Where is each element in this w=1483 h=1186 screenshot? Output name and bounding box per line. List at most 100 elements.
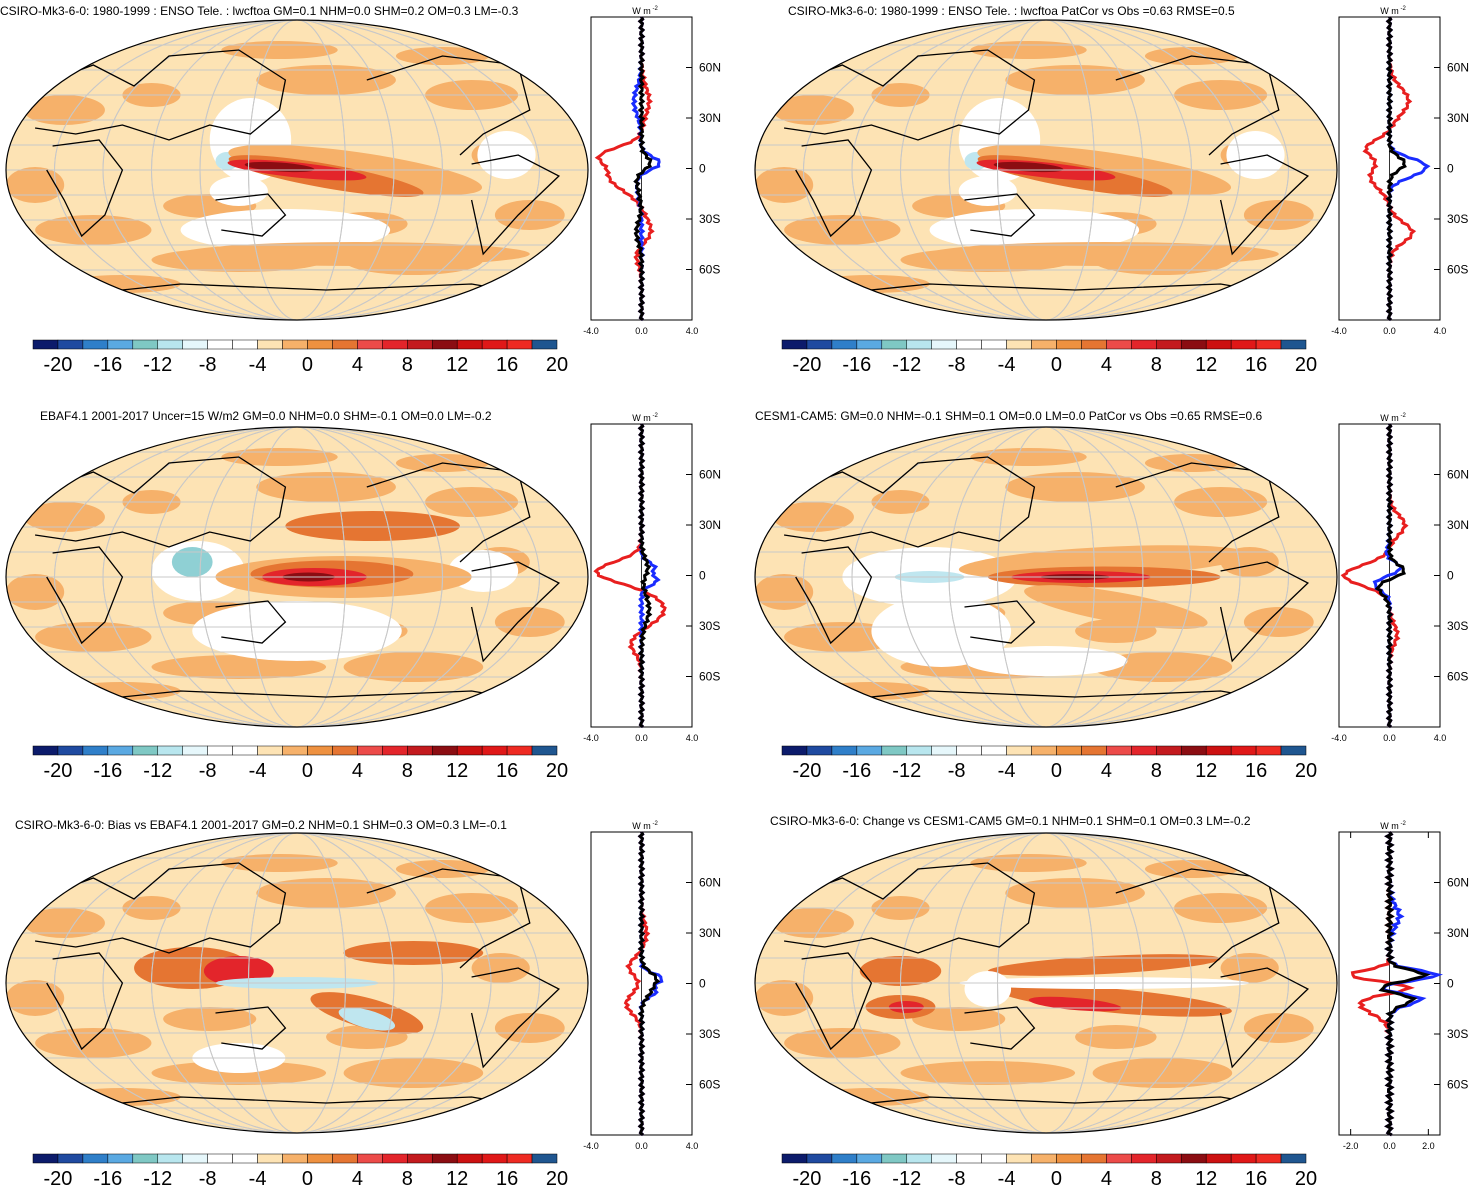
anomaly-region: [1024, 585, 1208, 629]
south-america-coast: [1219, 561, 1310, 663]
colorbar-swatch: [132, 339, 159, 350]
unit-label: W m: [632, 413, 651, 423]
colorbar-swatch: [1106, 745, 1132, 756]
colorbar-label: 4: [352, 760, 363, 782]
colorbar-label: 16: [1245, 354, 1267, 376]
colorbar-swatch: [382, 1153, 408, 1164]
colorbar-swatch: [57, 1153, 84, 1164]
x-tick-label: -2.0: [1343, 1141, 1359, 1151]
colorbar-swatch: [956, 1153, 982, 1164]
lat-label: 60N: [699, 876, 721, 890]
colorbar-label: 8: [1151, 760, 1162, 782]
anomaly-region: [477, 131, 536, 179]
south-america-coast: [470, 967, 561, 1069]
colorbar-swatch: [182, 339, 208, 350]
colorbar-swatch: [1131, 339, 1157, 350]
colorbar-label: 20: [546, 1168, 568, 1186]
colorbar-label: -4: [249, 1168, 267, 1186]
australia-coast: [215, 1006, 287, 1050]
blue-series-line: [637, 831, 664, 1137]
graticule: [6, 427, 588, 727]
colorbar-swatch: [831, 745, 858, 756]
anomaly-region: [471, 953, 530, 983]
colorbar-swatch: [431, 1153, 458, 1164]
zonal-mean-profile: 60N 30N 0 30S 60S -4.0 0.0 4.0 W m -2: [1331, 413, 1469, 743]
lat-label: 30N: [699, 518, 721, 532]
panel-title: EBAF4.1 2001-2017 Uncer=15 W/m2 GM=0.0 N…: [40, 409, 492, 423]
anomaly-region: [23, 908, 105, 938]
colorbar-swatch: [182, 1153, 208, 1164]
x-tick-label: 0.0: [1383, 733, 1396, 743]
colorbar-swatch: [1205, 1153, 1232, 1164]
anomaly-region: [209, 176, 268, 206]
anomaly-region: [256, 65, 396, 95]
anomaly-region: [1005, 878, 1145, 908]
colorbar-swatch: [1006, 339, 1032, 350]
north-america-coast: [1115, 868, 1280, 969]
x-tick-label: -4.0: [583, 1141, 599, 1151]
colorbar-swatch: [1131, 1153, 1157, 1164]
eurasia-coast: [766, 456, 1036, 548]
colorbar-swatch: [1081, 1153, 1107, 1164]
lat-label: 0: [1447, 569, 1454, 583]
colorbar-label: 4: [1101, 760, 1112, 782]
graticule: [755, 833, 1337, 1133]
colorbar-swatch: [856, 339, 883, 350]
graticule: [6, 20, 588, 320]
meridian-line: [948, 833, 1144, 1133]
anomaly-region: [1005, 65, 1145, 95]
anomaly-region: [256, 472, 396, 502]
colorbar-label: -16: [93, 760, 122, 782]
colorbar-swatch: [1255, 745, 1282, 756]
lat-label: 30N: [1447, 518, 1469, 532]
colorbar: -20 -16 -12 -8 -4 0 4 8 12 16 20: [781, 1153, 1317, 1186]
x-tick-label: 4.0: [686, 1141, 699, 1151]
unit-exponent: -2: [653, 6, 659, 12]
black-series-line: [637, 831, 661, 1137]
meridian-line: [803, 20, 1289, 320]
lat-label: 30S: [1447, 212, 1468, 226]
meridian-line: [54, 833, 540, 1133]
colorbar-swatch: [307, 1153, 333, 1164]
colorbar-label: 0: [1051, 1168, 1062, 1186]
lat-label: 60S: [699, 670, 720, 684]
lat-label: 30S: [699, 619, 720, 633]
zonal-mean-profile: 60N 30N 0 30S 60S -2.0 0.0 2.0 W m -2: [1338, 821, 1469, 1151]
colorbar-swatch: [1230, 339, 1257, 350]
map-fill: [755, 833, 1337, 1133]
graticule: [755, 20, 1337, 320]
colorbar-swatch: [1180, 745, 1207, 756]
australia-coast: [964, 600, 1036, 644]
colorbar-swatch: [481, 339, 508, 350]
colorbar-swatch: [1056, 745, 1082, 756]
colorbar-label: 20: [546, 760, 568, 782]
anomaly-region: [1226, 131, 1285, 179]
x-tick-label: -4.0: [1331, 326, 1347, 336]
africa-coast: [795, 952, 873, 1051]
colorbar-swatch: [207, 1153, 233, 1164]
graticule: [6, 833, 588, 1133]
colorbar-swatch: [906, 1153, 932, 1164]
colorbar-swatch: [357, 745, 383, 756]
lat-label: 30N: [1447, 926, 1469, 940]
panel-title: CSIRO-Mk3-6-0: Change vs CESM1-CAM5 GM=0…: [770, 814, 1251, 828]
anomaly-region: [256, 878, 396, 908]
anomaly-region: [151, 1061, 327, 1085]
colorbar-label: -8: [199, 760, 217, 782]
colorbar-label: -8: [199, 354, 217, 376]
blue-series-line: [1385, 16, 1431, 322]
north-america-coast: [366, 462, 531, 563]
zonal-mean-profile: 60N 30N 0 30S 60S -4.0 0.0 4.0 W m -2: [583, 413, 721, 743]
lat-label: 30S: [699, 212, 720, 226]
anomaly-region: [772, 908, 854, 938]
anomaly-region: [171, 547, 213, 577]
anomaly-region: [35, 215, 152, 245]
map-panel: [754, 832, 1338, 1134]
lat-label: 0: [1447, 162, 1454, 176]
colorbar-swatch: [1205, 745, 1232, 756]
australia-coast: [215, 193, 287, 237]
colorbar-swatch: [82, 745, 109, 756]
colorbar-swatch: [132, 745, 159, 756]
map-fill: [6, 20, 588, 320]
colorbar: -20 -16 -12 -8 -4 0 4 8 12 16 20: [781, 339, 1317, 376]
